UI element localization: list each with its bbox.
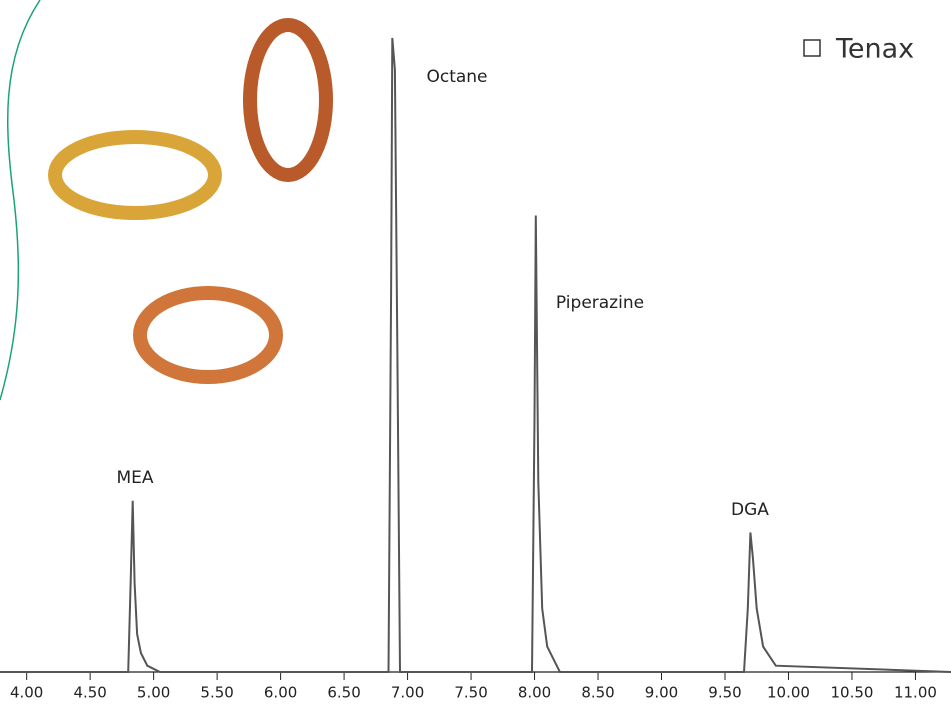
x-tick-label: 8.00 (518, 684, 551, 702)
peak-label: MEA (116, 468, 153, 488)
x-tick-label: 9.00 (645, 684, 678, 702)
x-tick-label: 7.50 (454, 684, 487, 702)
x-tick-label: 4.50 (73, 684, 106, 702)
x-tick-label: 5.00 (137, 684, 170, 702)
peak-label: Piperazine (556, 293, 644, 313)
x-tick-label: 9.50 (708, 684, 741, 702)
bullet-box (803, 39, 821, 57)
decor-curve (0, 0, 41, 401)
x-tick-label: 6.50 (327, 684, 360, 702)
x-tick-label: 7.00 (391, 684, 424, 702)
peak-label: Octane (426, 67, 487, 87)
gc-column-images (48, 18, 333, 384)
x-tick-label: 10.00 (767, 684, 810, 702)
peak-label: DGA (731, 500, 769, 520)
x-tick-label: 8.50 (581, 684, 614, 702)
bullet-text: Tenax (835, 34, 914, 65)
x-tick-label: 10.50 (830, 684, 873, 702)
x-tick-label: 6.00 (264, 684, 297, 702)
x-tick-label: 4.00 (10, 684, 43, 702)
x-tick-label: 5.50 (200, 684, 233, 702)
chromatogram-trace (0, 37, 951, 673)
x-tick-label: 11.00 (894, 684, 937, 702)
